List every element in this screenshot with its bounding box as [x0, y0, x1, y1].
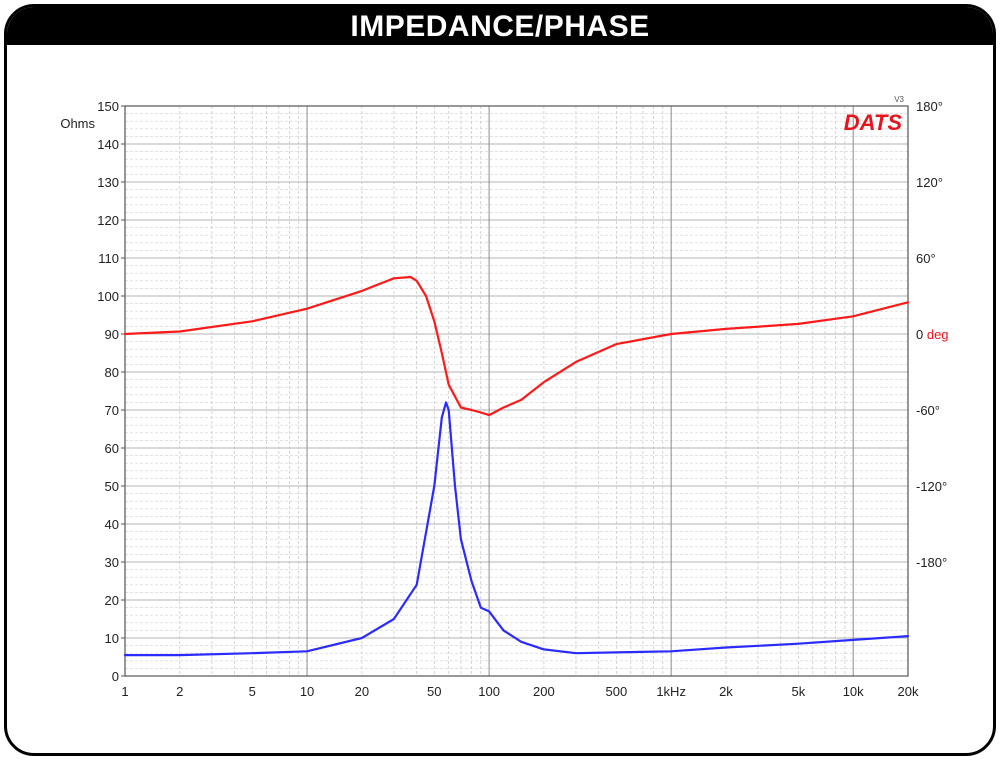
x-tick-label: 50 [427, 684, 441, 699]
y-tick-label: 70 [105, 403, 119, 418]
impedance-line [123, 401, 910, 657]
y-tick-label: 140 [97, 137, 119, 152]
y-tick-label: 50 [105, 479, 119, 494]
y-tick-label: 0 [112, 669, 119, 684]
y-tick-label: 10 [105, 631, 119, 646]
y-tick-label: 20 [105, 593, 119, 608]
y-tick-label: 90 [105, 327, 119, 342]
y2-tick-label: -60° [916, 403, 940, 418]
y2-tick-label: -120° [916, 479, 947, 494]
y2-tick-label: -180° [916, 555, 947, 570]
x-tick-label: 2 [176, 684, 183, 699]
plot-area [125, 106, 908, 676]
y-tick-label: 150 [97, 99, 119, 114]
y-tick-label: 30 [105, 555, 119, 570]
brand-logo: DATS [844, 110, 903, 135]
x-tick-label: 200 [533, 684, 555, 699]
y2-tick-label: 180° [916, 99, 943, 114]
y-tick-label: 110 [98, 251, 119, 266]
x-tick-label: 20 [355, 684, 369, 699]
y-tick-label: 80 [105, 365, 119, 380]
x-tick-label: 1 [121, 684, 128, 699]
x-tick-label: 1kHz [656, 684, 686, 699]
y-tick-label: 130 [97, 175, 119, 190]
x-tick-label: 20k [898, 684, 919, 699]
x-tick-label: 5 [249, 684, 256, 699]
phase-line [123, 275, 910, 417]
y-tick-label: 60 [105, 441, 119, 456]
y2-tick-label: 120° [916, 175, 943, 190]
x-tick-label: 2k [719, 684, 733, 699]
brand-version: V3 [894, 95, 904, 104]
x-tick-label: 10k [843, 684, 864, 699]
y-tick-label: 40 [105, 517, 119, 532]
x-tick-label: 100 [478, 684, 500, 699]
x-tick-label: 5k [792, 684, 806, 699]
y-tick-label: 100 [97, 289, 119, 304]
x-tick-label: 10 [300, 684, 314, 699]
y-axis-label: Ohms [60, 116, 95, 131]
plot-border [124, 105, 909, 677]
chart-title: IMPEDANCE/PHASE [7, 7, 993, 45]
y2-tick-label: 0 deg [916, 327, 949, 342]
y2-tick-label: 60° [916, 251, 936, 266]
x-tick-label: 500 [605, 684, 627, 699]
y-tick-label: 120 [97, 213, 119, 228]
